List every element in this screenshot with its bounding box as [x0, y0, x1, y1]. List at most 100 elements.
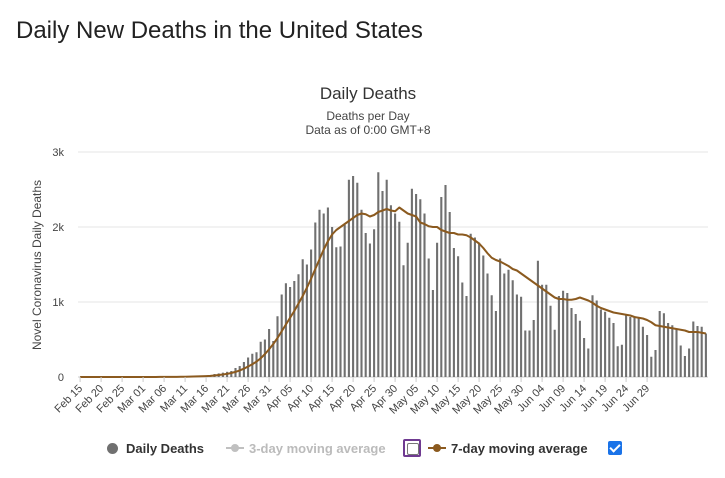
bar-daily-deaths	[662, 313, 665, 377]
bar-daily-deaths	[452, 248, 455, 377]
bar-daily-deaths	[536, 260, 539, 377]
bar-daily-deaths	[293, 281, 296, 377]
bar-daily-deaths	[507, 269, 510, 377]
y-axis-label: Novel Coronavirus Daily Deaths	[30, 180, 44, 350]
bar-daily-deaths	[406, 242, 409, 377]
bar-daily-deaths	[486, 273, 489, 377]
bar-daily-deaths	[683, 356, 686, 377]
bar-daily-deaths	[528, 330, 531, 377]
bar-daily-deaths	[700, 326, 703, 377]
bar-daily-deaths	[352, 176, 355, 377]
checkbox-7-day-average[interactable]	[608, 441, 622, 455]
bar-daily-deaths	[461, 282, 464, 377]
chart-subtitle-line-1: Deaths per Day	[326, 109, 409, 123]
bar-daily-deaths	[427, 258, 430, 377]
y-tick-label: 3k	[52, 147, 64, 159]
bar-daily-deaths	[457, 256, 460, 377]
legend-label-daily-deaths: Daily Deaths	[126, 440, 205, 456]
legend-item-7-day-average[interactable]: 7-day moving average	[428, 436, 588, 460]
bar-daily-deaths	[436, 242, 439, 377]
bar-daily-deaths	[263, 339, 266, 377]
bar-daily-deaths	[515, 294, 518, 377]
bar-daily-deaths	[650, 356, 653, 377]
y-tick-label: 0	[58, 372, 64, 384]
bar-daily-deaths	[385, 179, 388, 377]
bar-daily-deaths	[503, 273, 506, 377]
bar-daily-deaths	[557, 296, 560, 377]
bar-daily-deaths	[284, 283, 287, 377]
bar-daily-deaths	[494, 311, 497, 377]
bar-daily-deaths	[314, 222, 317, 377]
bar-daily-deaths	[364, 233, 367, 377]
legend: Daily Deaths 3-day moving average 7-day …	[0, 436, 725, 460]
bar-daily-deaths	[675, 329, 678, 377]
legend-item-daily-deaths[interactable]: Daily Deaths	[107, 436, 204, 460]
bar-daily-deaths	[415, 194, 418, 377]
chart-subtitle-line-2: Data as of 0:00 GMT+8	[305, 123, 430, 137]
bars-daily-deaths	[150, 172, 707, 378]
bar-daily-deaths	[448, 212, 451, 377]
bar-daily-deaths	[583, 338, 586, 377]
checkbox-3-day-average[interactable]	[403, 439, 421, 457]
bar-daily-deaths	[566, 293, 569, 377]
bar-daily-deaths	[604, 311, 607, 377]
bar-daily-deaths	[419, 199, 422, 377]
bar-daily-deaths	[373, 229, 376, 377]
bar-daily-deaths	[608, 317, 611, 377]
bar-daily-deaths	[478, 242, 481, 377]
bar-daily-deaths	[654, 350, 657, 377]
bar-daily-deaths	[272, 341, 275, 377]
bar-daily-deaths	[356, 182, 359, 377]
bar-daily-deaths	[326, 207, 329, 377]
bar-daily-deaths	[532, 320, 535, 377]
bar-daily-deaths	[255, 352, 258, 377]
bar-daily-deaths	[297, 274, 300, 377]
bar-daily-deaths	[562, 290, 565, 377]
bar-daily-deaths	[431, 290, 434, 377]
bar-daily-deaths	[368, 243, 371, 377]
y-tick-label: 2k	[52, 222, 64, 234]
legend-item-3-day-average[interactable]: 3-day moving average	[226, 436, 386, 460]
bar-daily-deaths	[599, 309, 602, 377]
bar-daily-deaths	[696, 326, 699, 377]
bar-daily-deaths	[482, 255, 485, 377]
bar-daily-deaths	[616, 346, 619, 377]
bar-daily-deaths	[331, 227, 334, 377]
bar-daily-deaths	[360, 209, 363, 377]
bar-daily-deaths	[377, 172, 380, 377]
bar-daily-deaths	[423, 213, 426, 377]
bar-daily-deaths	[704, 333, 707, 377]
bar-daily-deaths	[473, 237, 476, 377]
bar-daily-deaths	[578, 320, 581, 377]
bar-daily-deaths	[679, 345, 682, 377]
bar-daily-deaths	[268, 329, 271, 377]
bar-daily-deaths	[440, 197, 443, 377]
bar-daily-deaths	[276, 316, 279, 377]
y-axis-ticks: 0 1k 2k 3k	[52, 147, 64, 384]
bar-daily-deaths	[545, 284, 548, 377]
bar-daily-deaths	[465, 296, 468, 377]
bar-daily-deaths	[289, 287, 292, 377]
chart-title: Daily Deaths	[320, 84, 416, 103]
bar-daily-deaths	[381, 191, 384, 377]
bar-daily-deaths	[347, 179, 350, 377]
bar-daily-deaths	[322, 213, 325, 377]
bar-daily-deaths	[305, 264, 308, 377]
bar-daily-deaths	[541, 284, 544, 377]
bar-daily-deaths	[301, 259, 304, 377]
bar-daily-deaths	[410, 188, 413, 377]
bar-daily-deaths	[335, 247, 338, 377]
bar-daily-deaths	[595, 300, 598, 377]
bar-daily-deaths	[444, 185, 447, 377]
bar-daily-deaths	[310, 249, 313, 377]
page-title: Daily New Deaths in the United States	[16, 17, 423, 44]
bar-daily-deaths	[394, 213, 397, 377]
bar-daily-deaths	[398, 221, 401, 377]
bar-daily-deaths	[658, 311, 661, 377]
bar-daily-deaths	[629, 317, 632, 377]
bar-daily-deaths	[637, 317, 640, 377]
legend-label-7-day-average: 7-day moving average	[451, 440, 588, 456]
bar-daily-deaths	[692, 321, 695, 377]
